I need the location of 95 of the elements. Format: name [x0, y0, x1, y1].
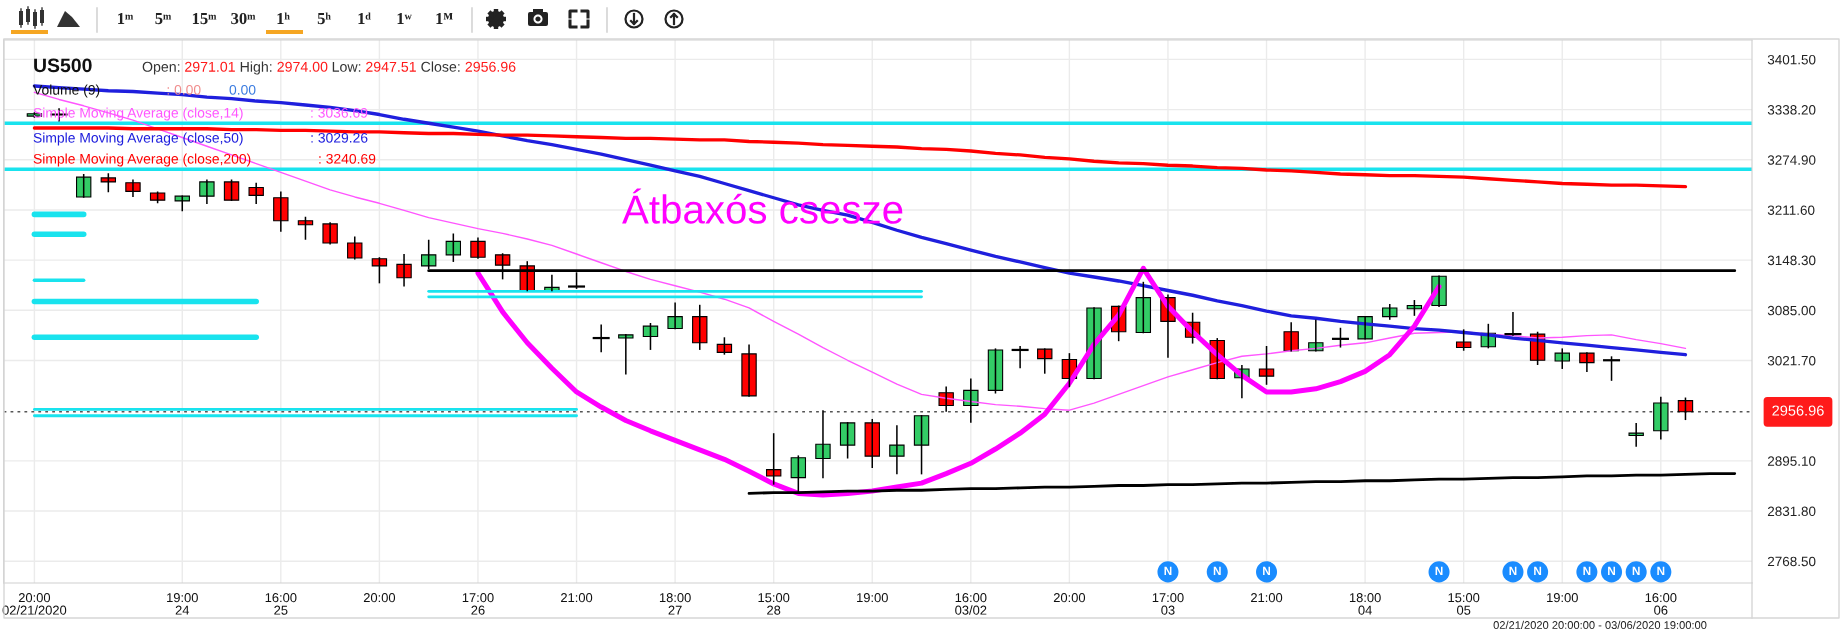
text: 5ʰ: [317, 12, 331, 25]
candlestick: [1135, 281, 1152, 334]
candlestick: [1554, 348, 1570, 369]
data-label: N: [1632, 566, 1640, 575]
y-tick-label: 3021.70: [1767, 355, 1816, 366]
data-label: N: [1583, 566, 1591, 575]
annotation: : 3036.69: [311, 107, 368, 118]
candlestick: [347, 236, 363, 260]
x-tick-label: 19:00 24: [167, 593, 198, 615]
candlestick: [692, 304, 708, 350]
x-tick-label: 21:00: [1251, 593, 1283, 603]
candlestick: [987, 348, 1004, 394]
candlestick: [1086, 307, 1102, 380]
data-label: N: [1608, 566, 1615, 575]
text: Simple Moving Average (close,50): [33, 132, 243, 146]
candlestick: [125, 179, 141, 197]
annotation: : 3029.26: [311, 132, 368, 143]
y-tick-label: 3274.90: [1767, 155, 1816, 165]
y-tick-label: 2768.50: [1767, 556, 1816, 567]
x-tick-label: 15:00 28: [758, 593, 790, 615]
annotation: : 0.00: [167, 84, 201, 95]
ref-line-label: 2956.96: [1772, 405, 1824, 416]
text: 1ᵈ: [358, 12, 371, 25]
candlestick: [667, 302, 683, 330]
text: 15ᵐ: [192, 13, 217, 25]
candlestick: [322, 222, 338, 245]
data-label: N: [1509, 566, 1517, 575]
candlestick: [889, 425, 905, 475]
line-series: [32, 84, 1688, 357]
candlestick: [1653, 396, 1669, 440]
candlestick: [223, 179, 240, 201]
candlestick: [1382, 303, 1398, 320]
line-series: [32, 126, 1688, 189]
candlestick: [174, 195, 190, 212]
candlestick: [273, 191, 289, 232]
candlestick: [765, 433, 782, 485]
text: Open: 2971.01 High: 2974.00 Low: 2947.51 Close: 2956.96: [142, 61, 516, 75]
y-tick-label: 3148.30: [1767, 255, 1816, 266]
data-label: N: [1435, 566, 1443, 575]
text: 1ᴹ: [436, 12, 453, 25]
y-tick-label: 2895.10: [1767, 456, 1816, 466]
x-tick-label: 17:00 26: [462, 593, 494, 615]
annotation: : 3240.69: [319, 153, 376, 164]
data-label: N: [1213, 566, 1221, 575]
candlestick: [470, 237, 486, 259]
x-tick-label: 17:00 03: [1152, 593, 1184, 615]
x-tick-label: 15:00 05: [1448, 593, 1480, 615]
candlestick: [1579, 352, 1595, 373]
text: 1ᵐ: [118, 13, 134, 25]
text: 1ʷ: [397, 13, 412, 25]
candlestick: [75, 173, 92, 198]
candlestick: [1677, 397, 1694, 421]
y-tick-label: 3401.50: [1767, 54, 1816, 65]
text: 30ᵐ: [231, 12, 256, 25]
candlestick: [1455, 329, 1472, 351]
candlestick: [1258, 346, 1275, 385]
data-label: N: [1164, 566, 1172, 575]
annotation: 0.00: [229, 84, 256, 95]
text: 1ʰ: [277, 12, 290, 25]
x-tick-label: 16:00 25: [265, 593, 297, 615]
text: 5ᵐ: [155, 13, 172, 25]
y-tick-label: 3211.60: [1767, 205, 1815, 215]
candlestick: [913, 414, 930, 475]
text: 02/21/2020 20:00:00 - 03/06/2020 19:00:00: [1493, 620, 1707, 629]
y-tick-label: 3085.00: [1767, 305, 1816, 316]
x-tick-label: 20:00: [363, 593, 396, 603]
candlestick: [1011, 346, 1029, 369]
x-tick-label: 18:00 27: [659, 593, 691, 615]
candlestick: [618, 334, 634, 375]
candlestick: [1504, 311, 1522, 336]
candlestick: [371, 257, 388, 284]
candlestick: [248, 182, 264, 205]
data-label: N: [1534, 566, 1542, 575]
candlestick: [297, 216, 314, 240]
y-tick-label: 2831.80: [1767, 506, 1816, 517]
x-tick-label: 16:00 03/02: [955, 593, 987, 615]
candlestick: [199, 179, 215, 205]
x-tick-label: 20:00 02/21/2020: [2, 593, 67, 615]
series-label: Simple Moving Average (close,200): [33, 153, 251, 167]
candlestick: [839, 422, 856, 459]
x-tick-label: 18:00 04: [1349, 593, 1381, 615]
candlestick: [1331, 327, 1349, 348]
candlestick: [864, 418, 880, 469]
data-label: N: [1263, 566, 1271, 575]
x-tick-label: 16:00 06: [1645, 593, 1677, 615]
candlestick: [741, 344, 757, 397]
candlestick: [1603, 356, 1621, 381]
y-tick-label: 3338.20: [1767, 105, 1816, 115]
candlestick: [592, 324, 610, 353]
x-tick-label: 19:00: [857, 593, 888, 603]
data-label: N: [1657, 566, 1665, 575]
x-tick-label: 20:00: [1053, 593, 1086, 603]
text: US500: [34, 58, 92, 73]
x-tick-label: 19:00: [1547, 593, 1578, 603]
x-tick-label: 21:00: [561, 593, 593, 603]
